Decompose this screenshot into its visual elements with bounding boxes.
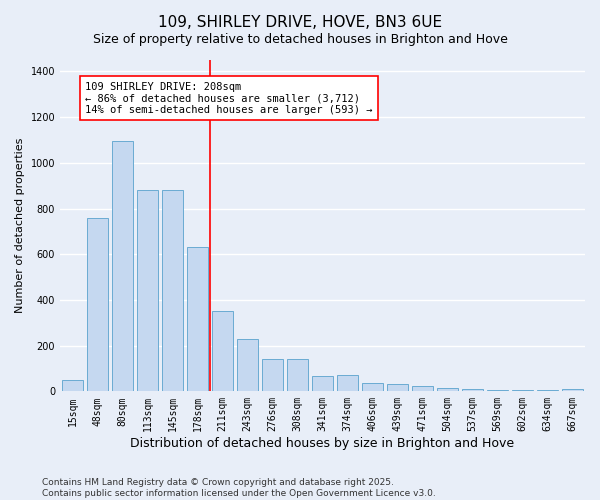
Bar: [487, 390, 508, 392]
Text: Size of property relative to detached houses in Brighton and Hove: Size of property relative to detached ho…: [92, 32, 508, 46]
Bar: [387, 384, 408, 392]
Bar: [337, 376, 358, 392]
Y-axis label: Number of detached properties: Number of detached properties: [15, 138, 25, 314]
Bar: [87, 218, 108, 392]
Bar: [262, 360, 283, 392]
Bar: [112, 141, 133, 392]
Bar: [237, 339, 258, 392]
Bar: [537, 390, 558, 392]
Bar: [162, 190, 183, 392]
Text: 109 SHIRLEY DRIVE: 208sqm
← 86% of detached houses are smaller (3,712)
14% of se: 109 SHIRLEY DRIVE: 208sqm ← 86% of detac…: [85, 82, 373, 115]
Bar: [437, 388, 458, 392]
Text: Contains HM Land Registry data © Crown copyright and database right 2025.
Contai: Contains HM Land Registry data © Crown c…: [42, 478, 436, 498]
Bar: [287, 360, 308, 392]
Text: 109, SHIRLEY DRIVE, HOVE, BN3 6UE: 109, SHIRLEY DRIVE, HOVE, BN3 6UE: [158, 15, 442, 30]
Bar: [62, 380, 83, 392]
Bar: [462, 389, 483, 392]
Bar: [187, 248, 208, 392]
Bar: [137, 190, 158, 392]
Bar: [312, 376, 333, 392]
Bar: [412, 386, 433, 392]
X-axis label: Distribution of detached houses by size in Brighton and Hove: Distribution of detached houses by size …: [130, 437, 515, 450]
Bar: [512, 390, 533, 392]
Bar: [212, 312, 233, 392]
Bar: [562, 389, 583, 392]
Bar: [362, 384, 383, 392]
